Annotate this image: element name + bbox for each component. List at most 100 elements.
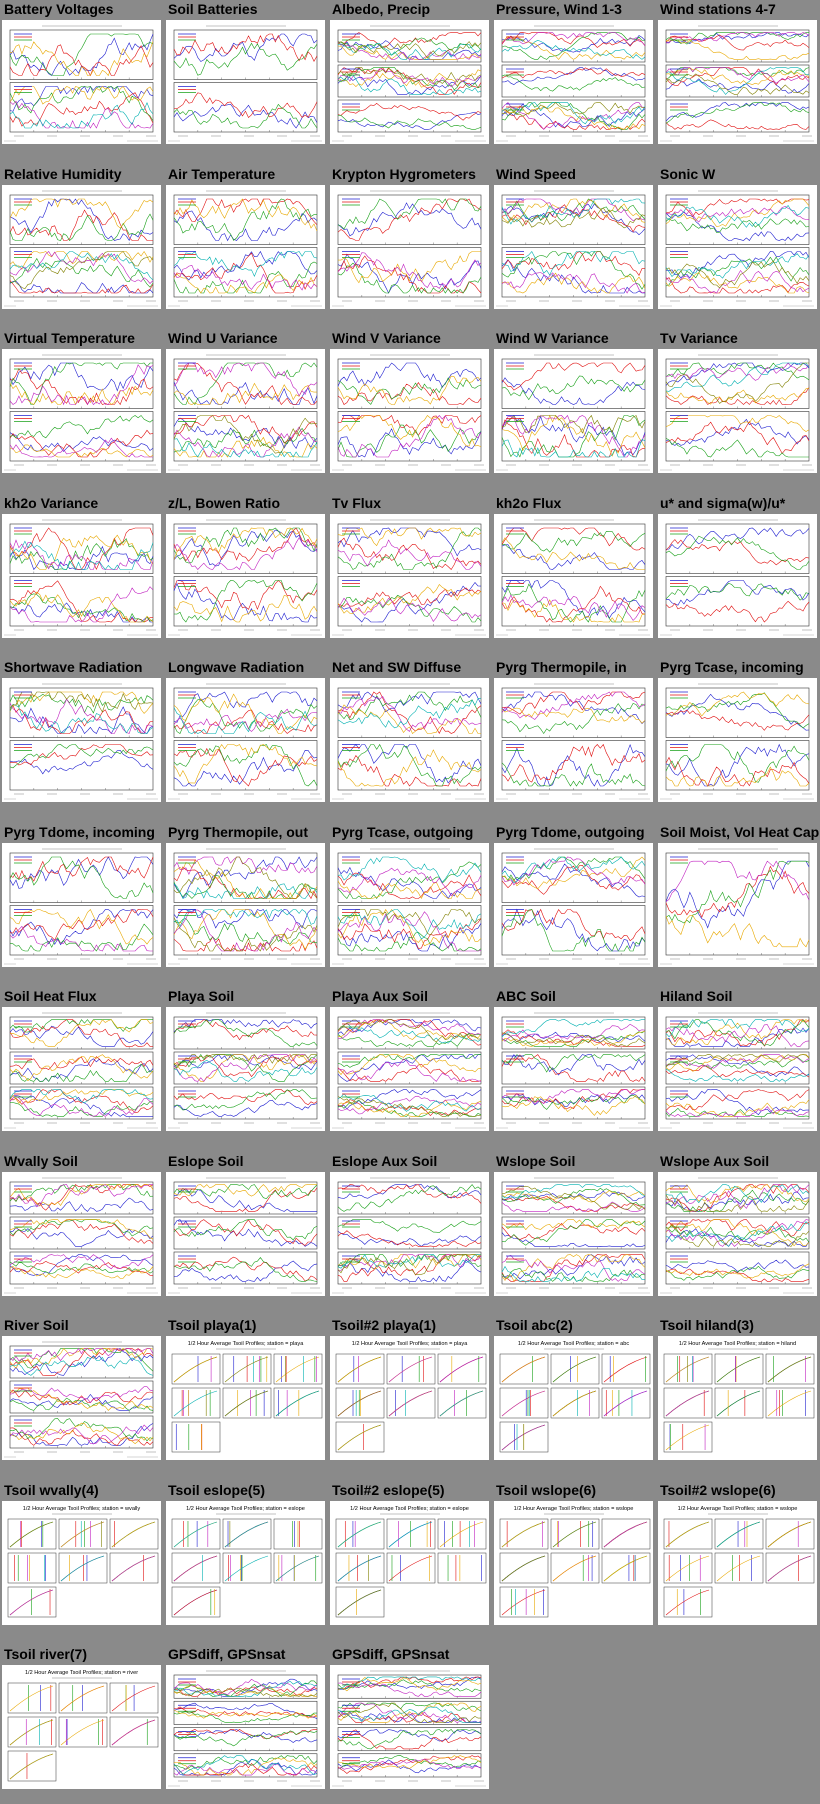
plot-thumbnail-image [168,190,322,306]
plot-thumbnail-image: 1/2 Hour Average Tsoil Profiles; station… [663,1506,815,1617]
plot-tile-title: Wind U Variance [168,330,278,346]
plot-thumbnail-link[interactable] [494,842,653,967]
plot-thumbnail-link[interactable]: 1/2 Hour Average Tsoil Profiles; station… [330,1336,489,1460]
plot-thumbnail-link[interactable] [330,1007,489,1131]
plot-thumbnail-link[interactable]: 1/2 Hour Average Tsoil Profiles; station… [494,1500,653,1625]
plot-thumbnail-link[interactable]: 1/2 Hour Average Tsoil Profiles; station… [2,1665,161,1789]
plot-tile-title: Hiland Soil [660,988,733,1004]
plot-tile: Pyrg Tcase, outgoing [328,823,489,968]
plot-tile-title: Sonic W [660,165,716,182]
plot-thumbnail-image [660,519,814,635]
plot-thumbnail-link[interactable] [494,184,653,309]
plot-thumbnail-image [332,848,486,964]
plot-tile-title: Net and SW Diffuse [332,659,462,675]
plot-thumbnail-link[interactable] [330,184,489,309]
plot-thumbnail-link[interactable] [494,349,653,473]
plot-thumbnail-link[interactable] [2,842,161,967]
plot-thumbnail-image [168,519,322,635]
plot-thumbnail-link[interactable] [330,678,489,802]
plot-thumbnail-link[interactable] [2,1007,161,1131]
tsoil-profile-header: 1/2 Hour Average Tsoil Profiles; station… [23,1506,141,1512]
plot-thumbnail-image [496,519,650,635]
plot-thumbnail-image [168,1670,322,1787]
plot-thumbnail-link[interactable] [658,513,817,638]
tsoil-profile-header: 1/2 Hour Average Tsoil Profiles; station… [25,1670,138,1676]
plot-tile: GPSdiff, GPSnsat [328,1645,489,1790]
plot-thumbnail-link[interactable] [330,1665,489,1789]
plot-tile: Soil Heat Flux [0,987,161,1132]
tsoil-profile-header: 1/2 Hour Average Tsoil Profiles; station… [518,1341,629,1347]
plot-tile: Wslope Soil [492,1152,653,1297]
plot-tile: kh2o Variance [0,494,161,639]
plot-thumbnail-link[interactable] [2,1336,161,1460]
plot-thumbnail-link[interactable] [2,20,161,144]
plot-tile-title: Wslope Aux Soil [660,1152,770,1169]
plot-thumbnail-link[interactable] [658,349,817,473]
plot-thumbnail-link[interactable] [658,1171,817,1296]
plot-thumbnail-link[interactable] [166,184,325,309]
plot-thumbnail-link[interactable] [494,1007,653,1131]
plot-tile-title: Tsoil#2 eslope(5) [332,1481,445,1498]
tsoil-profile-header: 1/2 Hour Average Tsoil Profiles; station… [188,1341,305,1347]
plot-tile-title: Tv Variance [660,330,738,346]
plot-thumbnail-link[interactable]: 1/2 Hour Average Tsoil Profiles; station… [2,1500,161,1625]
plot-thumbnail-link[interactable] [2,184,161,309]
plot-thumbnail-image [332,1670,486,1787]
plot-thumbnail-link[interactable]: 1/2 Hour Average Tsoil Profiles; station… [166,1336,325,1460]
tsoil-profile-header: 1/2 Hour Average Tsoil Profiles; station… [350,1506,469,1512]
plot-thumbnail-link[interactable]: 1/2 Hour Average Tsoil Profiles; station… [166,1500,325,1625]
tsoil-profile-header: 1/2 Hour Average Tsoil Profiles; station… [678,1506,798,1512]
plot-thumbnail-link[interactable] [2,678,161,802]
plot-thumbnail-link[interactable] [166,349,325,473]
plot-thumbnail-link[interactable] [658,842,817,967]
plot-tile: Krypton Hygrometers [328,165,489,310]
plot-tile: Tsoil eslope(5) 1/2 Hour Average Tsoil Pr… [164,1481,325,1626]
plot-thumbnail-link[interactable]: 1/2 Hour Average Tsoil Profiles; station… [494,1336,653,1460]
plot-tile-title: Tsoil playa(1) [168,1317,257,1333]
plot-thumbnail-link[interactable] [494,678,653,802]
plot-thumbnail-link[interactable] [166,1007,325,1131]
plot-tile-title: z/L, Bowen Ratio [168,494,280,511]
plot-thumbnail-link[interactable] [166,842,325,967]
plot-tile: Virtual Temperature [0,329,161,474]
plot-thumbnail-link[interactable] [166,20,325,144]
plot-thumbnail-link[interactable] [330,349,489,473]
plot-thumbnail-link[interactable] [658,1007,817,1131]
plot-tile-title: Pyrg Thermopile, out [168,823,309,840]
plot-thumbnail-link[interactable] [166,1171,325,1296]
plot-thumbnail-link[interactable] [2,513,161,638]
plot-tile-title: u* and sigma(w)/u* [660,494,786,511]
plot-thumbnail-link[interactable] [2,1171,161,1296]
plot-thumbnail-link[interactable] [494,1171,653,1296]
plot-tile: Wvally Soil [0,1152,161,1297]
plot-thumbnail-link[interactable] [166,1665,325,1789]
plot-thumbnail-image [332,683,486,800]
plot-thumbnail-link[interactable] [494,20,653,144]
plot-thumbnail-image: 1/2 Hour Average Tsoil Profiles; station… [499,1506,651,1617]
plot-thumbnail-link[interactable]: 1/2 Hour Average Tsoil Profiles; station… [330,1500,489,1625]
plot-thumbnail-image [332,1012,486,1129]
plot-tile: Eslope Soil [164,1152,325,1297]
plot-thumbnail-link[interactable]: 1/2 Hour Average Tsoil Profiles; station… [658,1336,817,1460]
plot-thumbnail-link[interactable] [2,349,161,473]
plot-tile: Tsoil abc(2) 1/2 Hour Average Tsoil Profi… [492,1316,653,1461]
plot-thumbnail-link[interactable] [330,1171,489,1296]
plot-thumbnail-link[interactable] [658,184,817,309]
plot-thumbnail-image: 1/2 Hour Average Tsoil Profiles; station… [171,1341,323,1453]
plot-tile: Battery Voltages [0,0,161,145]
plot-tile-title: Eslope Soil [168,1152,244,1169]
plot-thumbnail-link[interactable] [330,842,489,967]
plot-tile: ABC Soil [492,987,653,1132]
plot-thumbnail-link[interactable] [494,513,653,638]
plot-tile-title: Tv Flux [332,494,382,511]
plot-thumbnail-link[interactable] [658,678,817,802]
plot-thumbnail-link[interactable]: 1/2 Hour Average Tsoil Profiles; station… [658,1500,817,1625]
plot-tile-title: Longwave Radiation [168,659,305,675]
plot-thumbnail-link[interactable] [330,20,489,144]
plot-thumbnail-link[interactable] [166,678,325,802]
plot-thumbnail-link[interactable] [166,513,325,638]
plot-thumbnail-link[interactable] [330,513,489,638]
plot-tile: Soil Batteries [164,0,325,145]
plot-thumbnail-link[interactable] [658,20,817,144]
plot-thumbnail-image [4,1012,158,1129]
